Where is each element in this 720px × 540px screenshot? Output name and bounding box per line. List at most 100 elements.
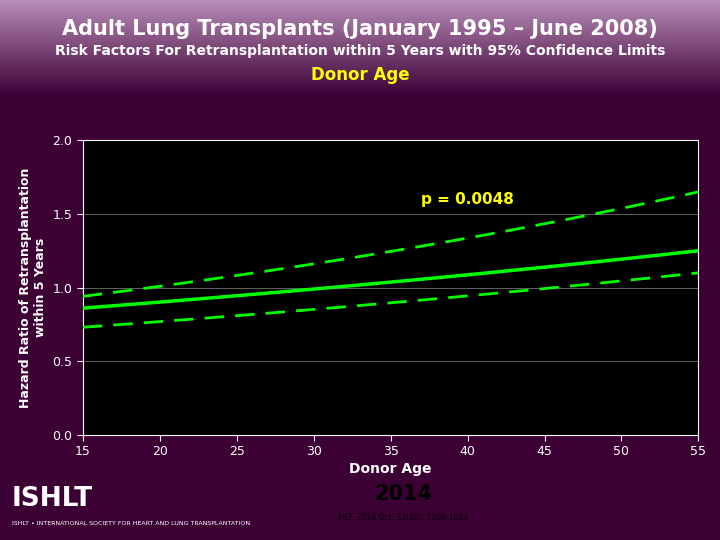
- Bar: [0, 64, 720, 65]
- Bar: [0, 33, 720, 34]
- Bar: [0, 39, 720, 40]
- Bar: [0, 79, 720, 80]
- Bar: [0, 27, 720, 28]
- Bar: [0, 71, 720, 72]
- Bar: [0, 53, 720, 55]
- Bar: [0, 89, 720, 90]
- Bar: [0, 48, 720, 49]
- Bar: [0, 69, 720, 70]
- Text: ISHLT • INTERNATIONAL SOCIETY FOR HEART AND LUNG TRANSPLANTATION: ISHLT • INTERNATIONAL SOCIETY FOR HEART …: [12, 521, 251, 526]
- Bar: [0, 60, 720, 62]
- Bar: [0, 76, 720, 77]
- Bar: [0, 73, 720, 74]
- Bar: [0, 9, 720, 10]
- Bar: [0, 84, 720, 85]
- Bar: [0, 5, 720, 6]
- Bar: [0, 11, 720, 12]
- Bar: [0, 42, 720, 43]
- Bar: [0, 29, 720, 30]
- Bar: [0, 46, 720, 47]
- Bar: [0, 81, 720, 82]
- Bar: [0, 72, 720, 73]
- Bar: [0, 78, 720, 79]
- Bar: [0, 74, 720, 75]
- X-axis label: Donor Age: Donor Age: [349, 462, 432, 476]
- Bar: [0, 15, 720, 16]
- Bar: [0, 55, 720, 56]
- Bar: [0, 14, 720, 15]
- Bar: [0, 18, 720, 19]
- Bar: [0, 77, 720, 78]
- Bar: [0, 67, 720, 68]
- Bar: [0, 28, 720, 29]
- Bar: [0, 87, 720, 88]
- Bar: [0, 32, 720, 33]
- Bar: [0, 44, 720, 45]
- Text: ISHLT: ISHLT: [12, 486, 93, 512]
- Bar: [0, 59, 720, 60]
- Bar: [0, 23, 720, 24]
- Bar: [0, 4, 720, 5]
- Bar: [0, 49, 720, 50]
- Bar: [0, 26, 720, 27]
- Text: Risk Factors For Retransplantation within 5 Years with 95% Confidence Limits: Risk Factors For Retransplantation withi…: [55, 44, 665, 58]
- Bar: [0, 41, 720, 42]
- Bar: [0, 24, 720, 25]
- Text: 2014: 2014: [374, 484, 432, 504]
- Bar: [0, 1, 720, 2]
- Bar: [0, 8, 720, 9]
- Bar: [0, 50, 720, 51]
- Bar: [0, 58, 720, 59]
- Text: p = 0.0048: p = 0.0048: [421, 192, 514, 207]
- Bar: [0, 75, 720, 76]
- Bar: [0, 45, 720, 46]
- Bar: [0, 36, 720, 37]
- Bar: [0, 83, 720, 84]
- Bar: [0, 0, 720, 1]
- Bar: [0, 3, 720, 4]
- Bar: [0, 62, 720, 63]
- Bar: [0, 93, 720, 94]
- Bar: [0, 10, 720, 11]
- Bar: [0, 19, 720, 21]
- Bar: [0, 16, 720, 17]
- Bar: [0, 57, 720, 58]
- Bar: [0, 80, 720, 81]
- Bar: [0, 22, 720, 23]
- Y-axis label: Hazard Ratio of Retransplantation
within 5 Years: Hazard Ratio of Retransplantation within…: [19, 167, 47, 408]
- Text: Adult Lung Transplants (January 1995 – June 2008): Adult Lung Transplants (January 1995 – J…: [62, 19, 658, 39]
- Text: JHLT. 2014 Oct; 33(10): 1009-1024: JHLT. 2014 Oct; 33(10): 1009-1024: [338, 513, 469, 522]
- Bar: [0, 30, 720, 31]
- Bar: [0, 56, 720, 57]
- Bar: [0, 70, 720, 71]
- Bar: [0, 25, 720, 26]
- Bar: [0, 88, 720, 89]
- Bar: [0, 2, 720, 3]
- Bar: [0, 82, 720, 83]
- Bar: [0, 85, 720, 86]
- Bar: [0, 66, 720, 67]
- Bar: [0, 91, 720, 92]
- Bar: [0, 86, 720, 87]
- Bar: [0, 6, 720, 7]
- Bar: [0, 43, 720, 44]
- Bar: [0, 68, 720, 69]
- Bar: [0, 63, 720, 64]
- Bar: [0, 52, 720, 53]
- Bar: [0, 90, 720, 91]
- Text: Donor Age: Donor Age: [311, 66, 409, 84]
- Bar: [0, 12, 720, 14]
- Bar: [0, 7, 720, 8]
- Bar: [0, 31, 720, 32]
- Bar: [0, 65, 720, 66]
- Bar: [0, 34, 720, 35]
- Bar: [0, 51, 720, 52]
- Bar: [0, 40, 720, 41]
- Bar: [0, 92, 720, 93]
- Bar: [0, 37, 720, 38]
- Bar: [0, 47, 720, 48]
- Bar: [0, 38, 720, 39]
- Bar: [0, 17, 720, 18]
- Bar: [0, 21, 720, 22]
- Bar: [0, 35, 720, 36]
